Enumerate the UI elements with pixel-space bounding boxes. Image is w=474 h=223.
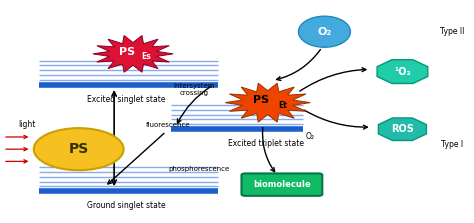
Text: Excited triplet state: Excited triplet state bbox=[228, 139, 303, 148]
Text: Type I: Type I bbox=[441, 140, 463, 149]
Text: Ground singlet state: Ground singlet state bbox=[87, 201, 165, 210]
Text: ROS: ROS bbox=[391, 124, 414, 134]
Text: Excited singlet state: Excited singlet state bbox=[87, 95, 165, 104]
Text: biomolecule: biomolecule bbox=[253, 180, 311, 189]
Text: PS: PS bbox=[69, 142, 89, 156]
Text: light: light bbox=[18, 120, 36, 129]
Polygon shape bbox=[93, 35, 173, 72]
Ellipse shape bbox=[299, 16, 350, 47]
Text: Es: Es bbox=[141, 52, 151, 61]
Text: PS: PS bbox=[253, 95, 269, 105]
Text: O₂: O₂ bbox=[317, 27, 331, 37]
Text: PS: PS bbox=[119, 47, 136, 57]
FancyBboxPatch shape bbox=[241, 173, 322, 196]
Text: Type II: Type II bbox=[440, 27, 464, 36]
Circle shape bbox=[34, 128, 124, 170]
Text: Intersystem
crossing: Intersystem crossing bbox=[173, 83, 215, 96]
Text: ¹O₂: ¹O₂ bbox=[394, 67, 411, 77]
Polygon shape bbox=[377, 60, 428, 83]
Polygon shape bbox=[225, 83, 310, 122]
Text: Et: Et bbox=[278, 101, 287, 110]
Text: fluorescence: fluorescence bbox=[146, 122, 191, 128]
Text: O₂: O₂ bbox=[306, 132, 315, 141]
Polygon shape bbox=[378, 118, 427, 140]
Text: phosphorescence: phosphorescence bbox=[169, 166, 230, 172]
